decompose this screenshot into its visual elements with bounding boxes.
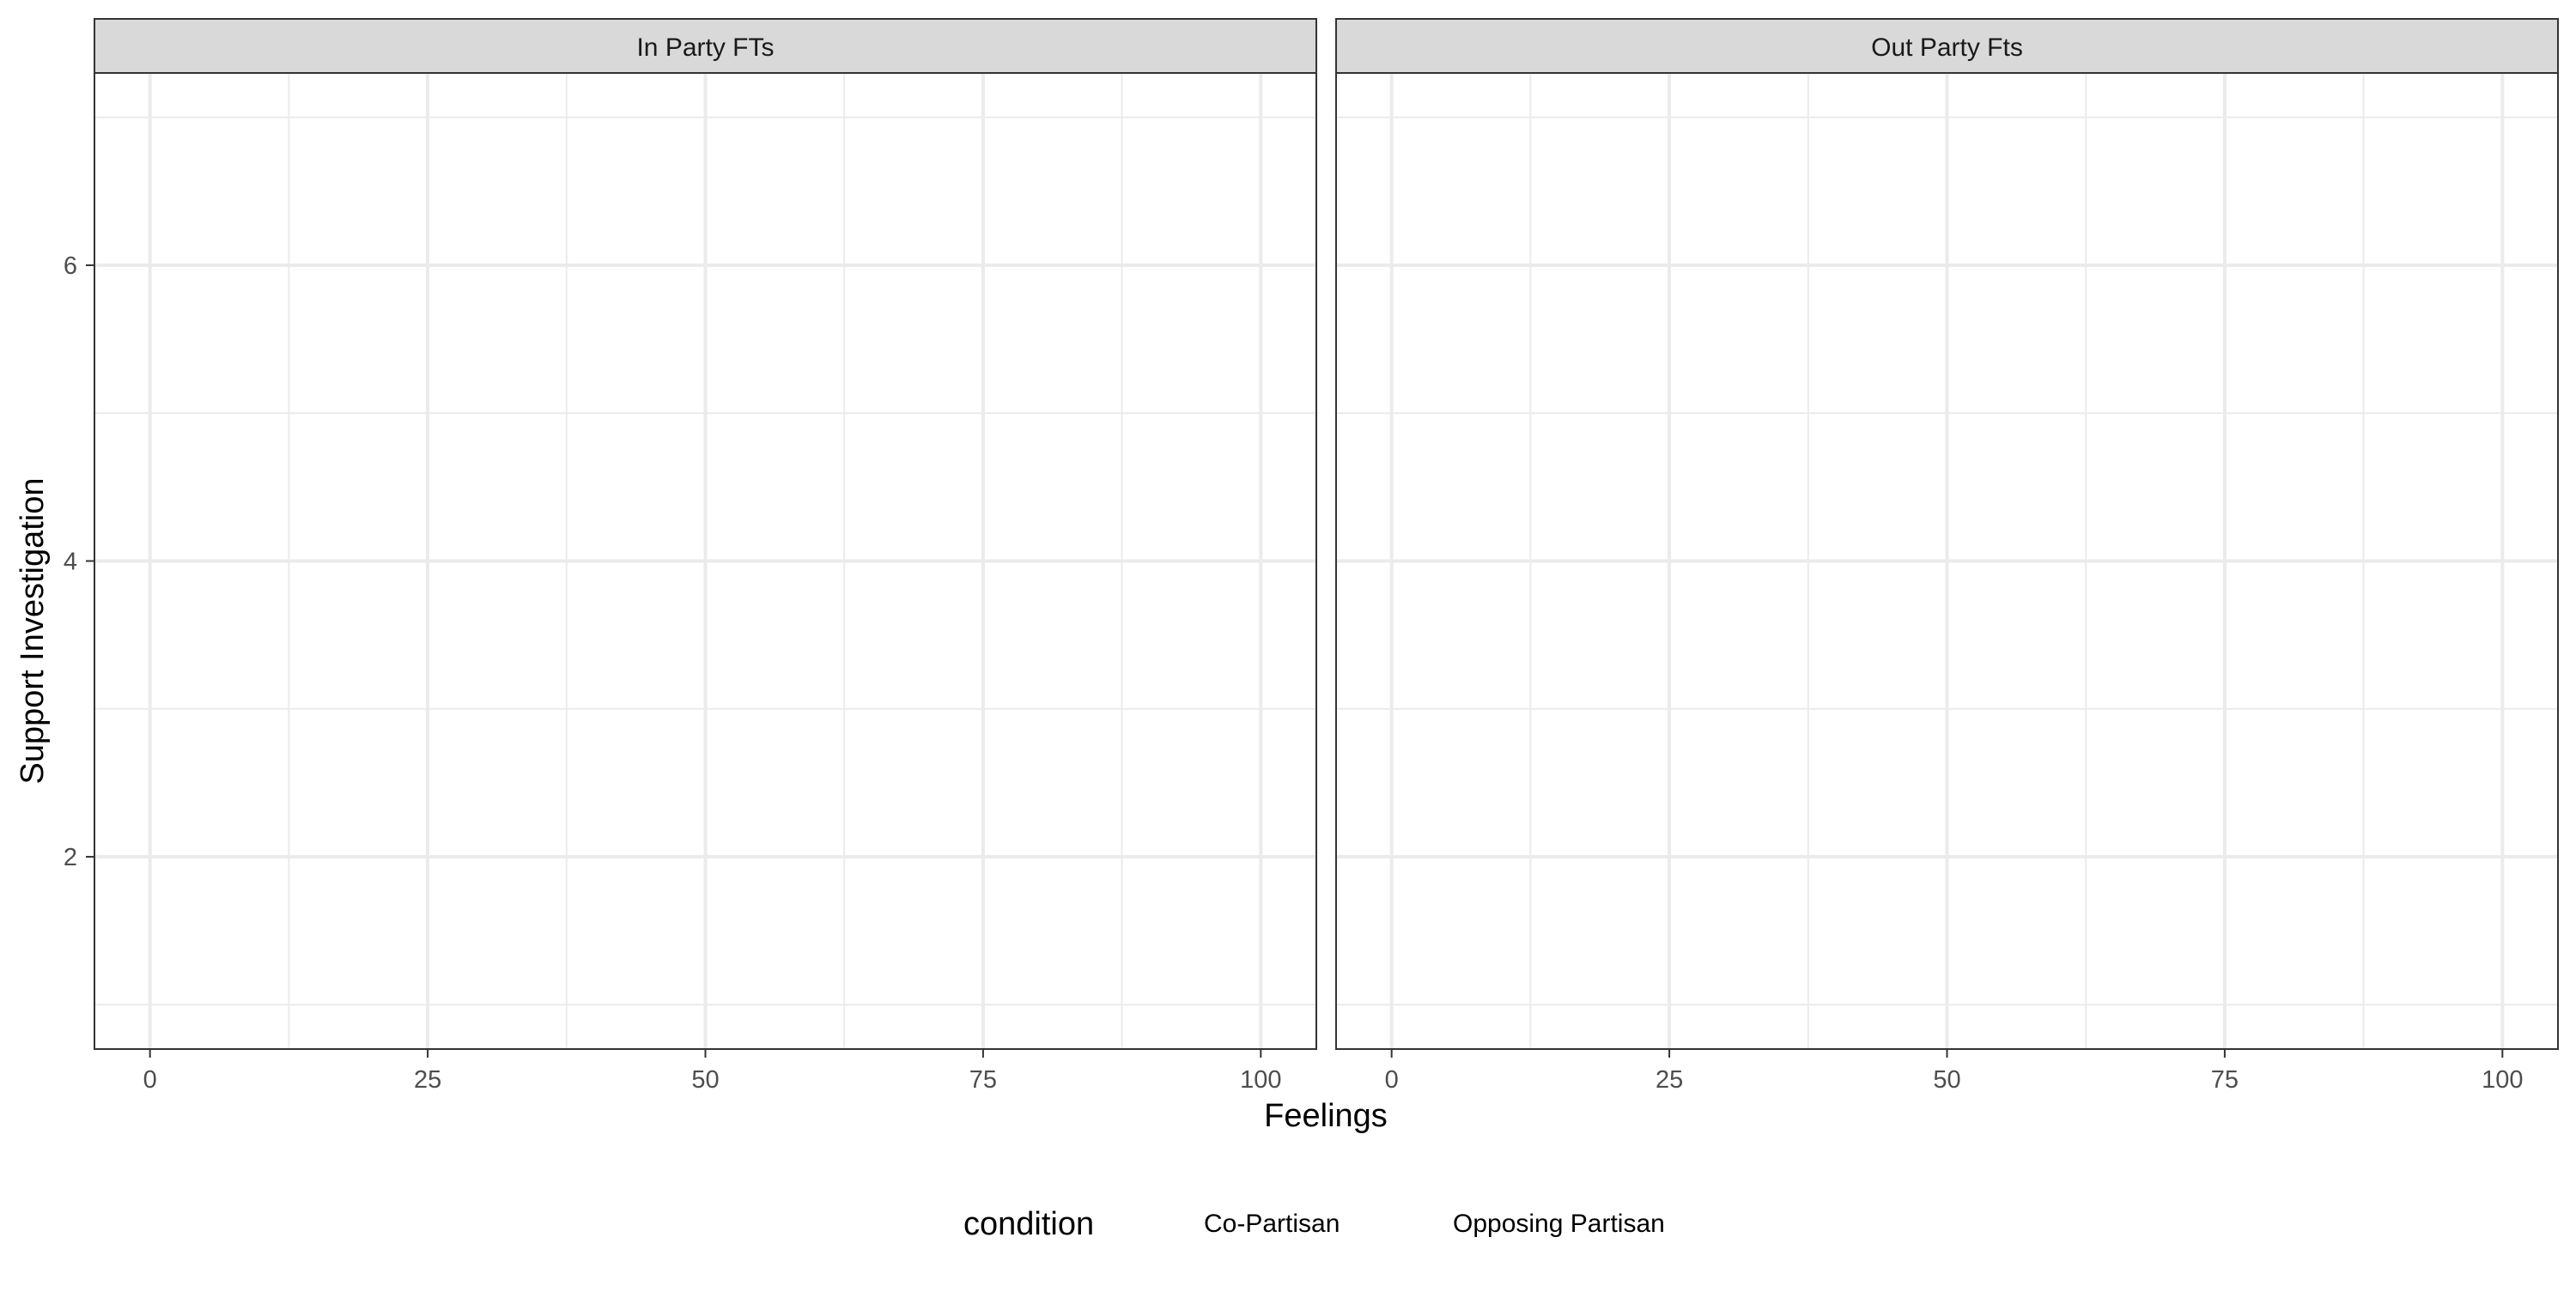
legend-entry-co-partisan: Co-Partisan (1204, 1210, 1340, 1238)
facet-strip-label: Out Party Fts (1871, 33, 2023, 62)
x-tick-label: 25 (1656, 1066, 1683, 1094)
facet-strip (1335, 18, 2559, 74)
x-tick-label: 75 (969, 1066, 997, 1094)
facet-strip (94, 18, 1317, 74)
facet-panel-1: In Party FTs 0 25 50 75 100 2 4 6 (64, 18, 1317, 1094)
y-tick-label: 2 (64, 844, 77, 871)
y-tick-label: 6 (64, 252, 77, 280)
y-tick-label: 4 (64, 549, 77, 576)
x-tick-label: 50 (691, 1066, 719, 1094)
x-tick-label: 25 (414, 1066, 441, 1094)
legend-title: condition (963, 1206, 1094, 1242)
facet-panel-2: Out Party Fts 0 25 50 75 100 (1335, 18, 2559, 1094)
x-tick-label: 50 (1933, 1066, 1960, 1094)
x-tick-label: 0 (1385, 1066, 1399, 1094)
legend-entry-opposing-partisan: Opposing Partisan (1453, 1210, 1665, 1238)
facet-strip-label: In Party FTs (636, 33, 774, 62)
x-axis-title: Feelings (1264, 1098, 1388, 1134)
x-tick-label: 75 (2211, 1066, 2239, 1094)
y-axis-title: Support Investigation (15, 477, 51, 784)
x-tick-label: 0 (143, 1066, 157, 1094)
x-tick-label: 100 (1240, 1066, 1281, 1094)
x-tick-label: 100 (2482, 1066, 2523, 1094)
